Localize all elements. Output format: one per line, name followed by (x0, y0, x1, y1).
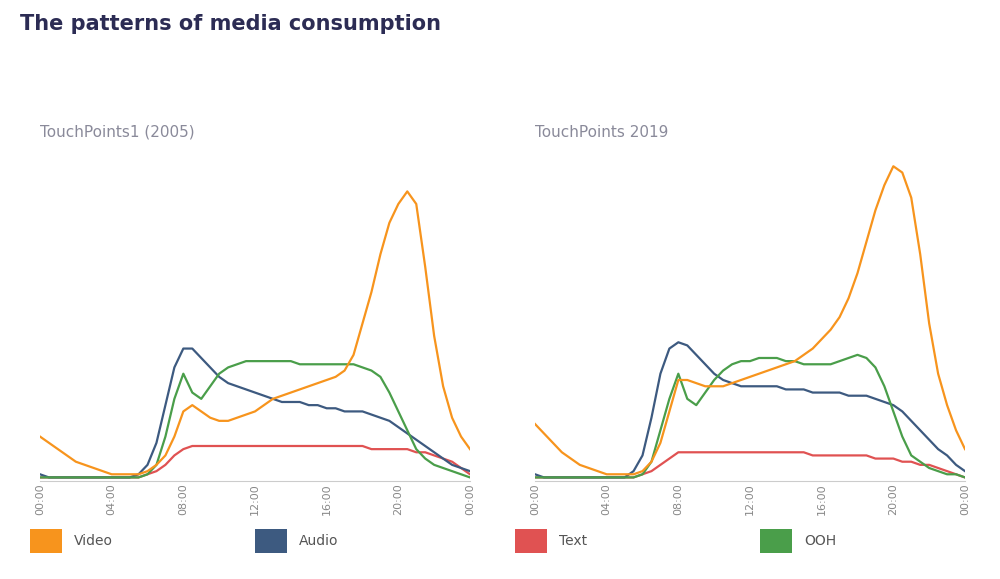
Text: Audio: Audio (299, 534, 339, 548)
Text: Text: Text (559, 534, 587, 548)
Text: Video: Video (74, 534, 113, 548)
Text: The patterns of media consumption: The patterns of media consumption (20, 14, 441, 35)
Text: OOH: OOH (804, 534, 836, 548)
Text: TouchPoints1 (2005): TouchPoints1 (2005) (40, 124, 195, 140)
Text: TouchPoints 2019: TouchPoints 2019 (535, 124, 668, 140)
